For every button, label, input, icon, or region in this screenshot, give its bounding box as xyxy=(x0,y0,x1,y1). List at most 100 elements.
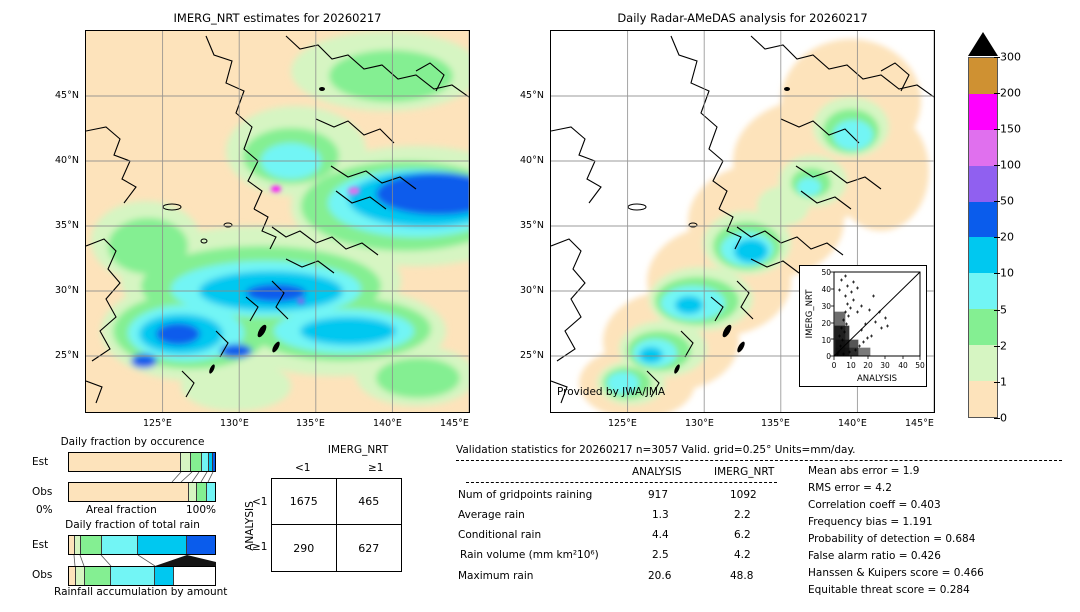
score-ets: Equitable threat score = 0.284 xyxy=(808,584,970,596)
lon-tick-135e-right: 135°E xyxy=(761,418,790,429)
areal-fraction-axis-max: 100% xyxy=(186,504,217,516)
occurrence-bar-est[interactable] xyxy=(68,452,216,472)
cell-miss: 290 xyxy=(272,525,337,571)
scatter-inset[interactable]: 50 40 30 20 10 0 0 10 20 30 40 50 ANALYSIS I xyxy=(799,265,927,387)
svg-text:50: 50 xyxy=(821,268,831,277)
lon-tick-145e-right: 145°E xyxy=(905,418,934,429)
imerg-map[interactable] xyxy=(85,30,470,413)
contingency-row-label-lt1: <1 xyxy=(252,496,268,508)
stats-divider-header xyxy=(466,482,777,483)
svg-text:40: 40 xyxy=(898,361,908,370)
contingency-col-label-ge1: ≥1 xyxy=(368,462,384,474)
stats-row-imerg-4: 48.8 xyxy=(730,570,754,582)
cbar-tick-5: 5 xyxy=(1000,303,1007,317)
cbar-band-20-50 xyxy=(969,201,997,238)
cbar-band-2-5 xyxy=(969,309,997,346)
svg-text:30: 30 xyxy=(821,302,831,311)
lon-tick-140e-left: 140°E xyxy=(373,418,402,429)
lat-tick-30n-right: 30°N xyxy=(520,285,544,296)
lon-tick-125e-right: 125°E xyxy=(608,418,637,429)
bar-seg-0 xyxy=(69,453,181,471)
lat-tick-45n-right: 45°N xyxy=(520,90,544,101)
stats-row-imerg-3: 4.2 xyxy=(734,549,751,561)
svg-text:10: 10 xyxy=(846,361,856,370)
stats-col-header-analysis: ANALYSIS xyxy=(632,466,682,478)
cbar-tick-300: 300 xyxy=(1000,50,1021,64)
lon-tick-135e-left: 135°E xyxy=(296,418,325,429)
bar-seg-1 xyxy=(188,483,198,501)
contingency-col-header: IMERG_NRT xyxy=(327,444,389,456)
lon-tick-130e-left: 130°E xyxy=(220,418,249,429)
cbar-band-0-1 xyxy=(969,381,997,417)
score-far: False alarm ratio = 0.426 xyxy=(808,550,941,562)
validation-stats-title: Validation statistics for 20260217 n=305… xyxy=(456,444,856,456)
colorbar[interactable]: 300 200 150 100 50 20 10 5 2 1 0 xyxy=(966,30,1066,425)
bar-seg-5 xyxy=(212,453,215,471)
stats-row-imerg-1: 2.2 xyxy=(734,509,751,521)
bar-seg-2 xyxy=(85,567,112,585)
lat-tick-35n-right: 35°N xyxy=(520,220,544,231)
radar-amedas-map[interactable]: Provided by JWA/JMA xyxy=(550,30,935,413)
cell-false-alarm: 465 xyxy=(336,479,401,525)
cbar-band-50-100 xyxy=(969,165,997,202)
lon-tick-140e-right: 140°E xyxy=(838,418,867,429)
bar-seg-2 xyxy=(197,483,207,501)
bar-seg-2 xyxy=(81,536,102,554)
stats-row-label-0: Num of gridpoints raining xyxy=(458,489,593,501)
lat-tick-25n-right: 25°N xyxy=(520,350,544,361)
bar-seg-0 xyxy=(69,483,189,501)
bar-seg-1 xyxy=(74,536,82,554)
svg-text:0: 0 xyxy=(832,361,837,370)
radar-precip-field xyxy=(551,31,934,412)
areal-fraction-axis-label: Areal fraction xyxy=(86,504,157,516)
cbar-tick-150: 150 xyxy=(1000,122,1021,136)
stats-row-imerg-0: 1092 xyxy=(730,489,757,501)
cbar-tick-0: 0 xyxy=(1000,411,1007,425)
cell-hit-lt1-lt1: 1675 xyxy=(272,479,337,525)
svg-text:10: 10 xyxy=(821,336,831,345)
svg-text:20: 20 xyxy=(821,319,831,328)
left-panel-title: IMERG_NRT estimates for 20260217 xyxy=(173,11,382,25)
svg-text:50: 50 xyxy=(915,361,925,370)
bar-seg-3 xyxy=(111,567,156,585)
lat-tick-40n-left: 40°N xyxy=(55,155,79,166)
stats-divider-top xyxy=(456,460,1062,461)
lat-tick-45n-left: 45°N xyxy=(55,90,79,101)
occurrence-bar-obs[interactable] xyxy=(68,482,216,502)
bar-seg-3 xyxy=(101,536,139,554)
amount-connector-lines xyxy=(73,555,216,566)
amount-bar-est[interactable] xyxy=(68,535,216,555)
cbar-band-10-20 xyxy=(969,237,997,274)
svg-text:40: 40 xyxy=(821,285,831,294)
bar-seg-3 xyxy=(206,483,215,501)
cbar-tick-10: 10 xyxy=(1000,266,1014,280)
stats-row-analysis-2: 4.4 xyxy=(652,529,669,541)
areal-fraction-axis-min: 0% xyxy=(36,504,53,516)
stats-row-analysis-4: 20.6 xyxy=(648,570,672,582)
svg-text:20: 20 xyxy=(863,361,873,370)
cbar-band-5-10 xyxy=(969,273,997,310)
bar-seg-empty xyxy=(174,567,215,585)
cbar-tick-100: 100 xyxy=(1000,158,1021,172)
contingency-table[interactable]: 1675 465 290 627 xyxy=(271,478,402,572)
amount-row-label-obs: Obs xyxy=(32,569,53,581)
lon-tick-145e-left: 145°E xyxy=(440,418,469,429)
lat-tick-35n-left: 35°N xyxy=(55,220,79,231)
bar-seg-0 xyxy=(69,567,77,585)
score-frequency-bias: Frequency bias = 1.191 xyxy=(808,516,933,528)
cbar-band-1-2 xyxy=(969,345,997,382)
amount-bar-obs[interactable] xyxy=(68,566,216,586)
right-panel-title: Daily Radar-AMeDAS analysis for 20260217 xyxy=(617,11,868,25)
scatter-ylabel: IMERG_NRT xyxy=(805,289,815,339)
scatter-xlabel: ANALYSIS xyxy=(857,374,897,384)
cbar-tick-2: 2 xyxy=(1000,339,1007,353)
bar-seg-0 xyxy=(69,536,75,554)
cbar-tick-20: 20 xyxy=(1000,230,1014,244)
cbar-tick-50: 50 xyxy=(1000,194,1014,208)
score-correlation: Correlation coeff = 0.403 xyxy=(808,499,941,511)
cell-hit-ge1-ge1: 627 xyxy=(358,541,380,555)
cbar-band-200-300 xyxy=(969,58,997,94)
amount-chart-caption: Rainfall accumulation by amount xyxy=(54,586,228,598)
lat-tick-40n-right: 40°N xyxy=(520,155,544,166)
